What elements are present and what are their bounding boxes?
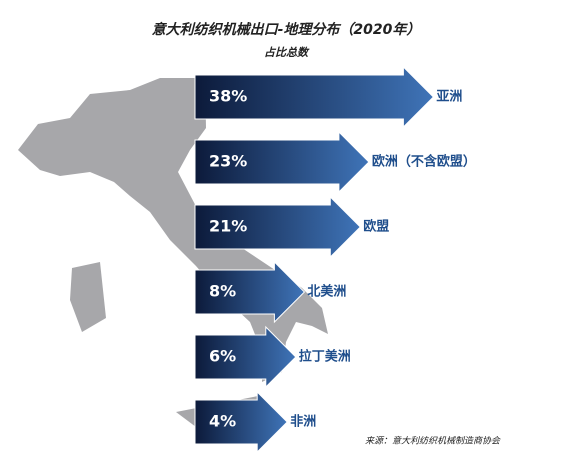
bar-arrow: [194, 195, 362, 259]
bar-arrow: [194, 260, 306, 324]
source-note: 来源：意大利纺织机械制造商协会: [365, 436, 501, 447]
category-label: 欧洲（不含欧盟）: [372, 154, 476, 170]
value-label: 4%: [209, 412, 236, 431]
value-label: 8%: [209, 282, 236, 301]
category-label: 非洲: [290, 414, 316, 430]
bar-arrow: [194, 65, 435, 129]
chart-subtitle: 占比总数: [264, 46, 310, 59]
bar-arrow: [194, 390, 288, 454]
category-label: 北美洲: [307, 284, 346, 300]
category-label: 拉丁美洲: [299, 349, 351, 365]
value-label: 21%: [209, 217, 247, 236]
category-label: 亚洲: [436, 90, 462, 105]
value-label: 38%: [209, 87, 247, 106]
chart-title: 意大利纺织机械出口-地理分布（2020年）: [152, 21, 421, 38]
bar-arrow: [194, 130, 370, 194]
bar-arrow: [194, 325, 297, 389]
value-label: 23%: [209, 152, 247, 171]
category-label: 欧盟: [363, 219, 389, 235]
value-label: 6%: [209, 347, 236, 366]
italy-map: [18, 78, 328, 442]
